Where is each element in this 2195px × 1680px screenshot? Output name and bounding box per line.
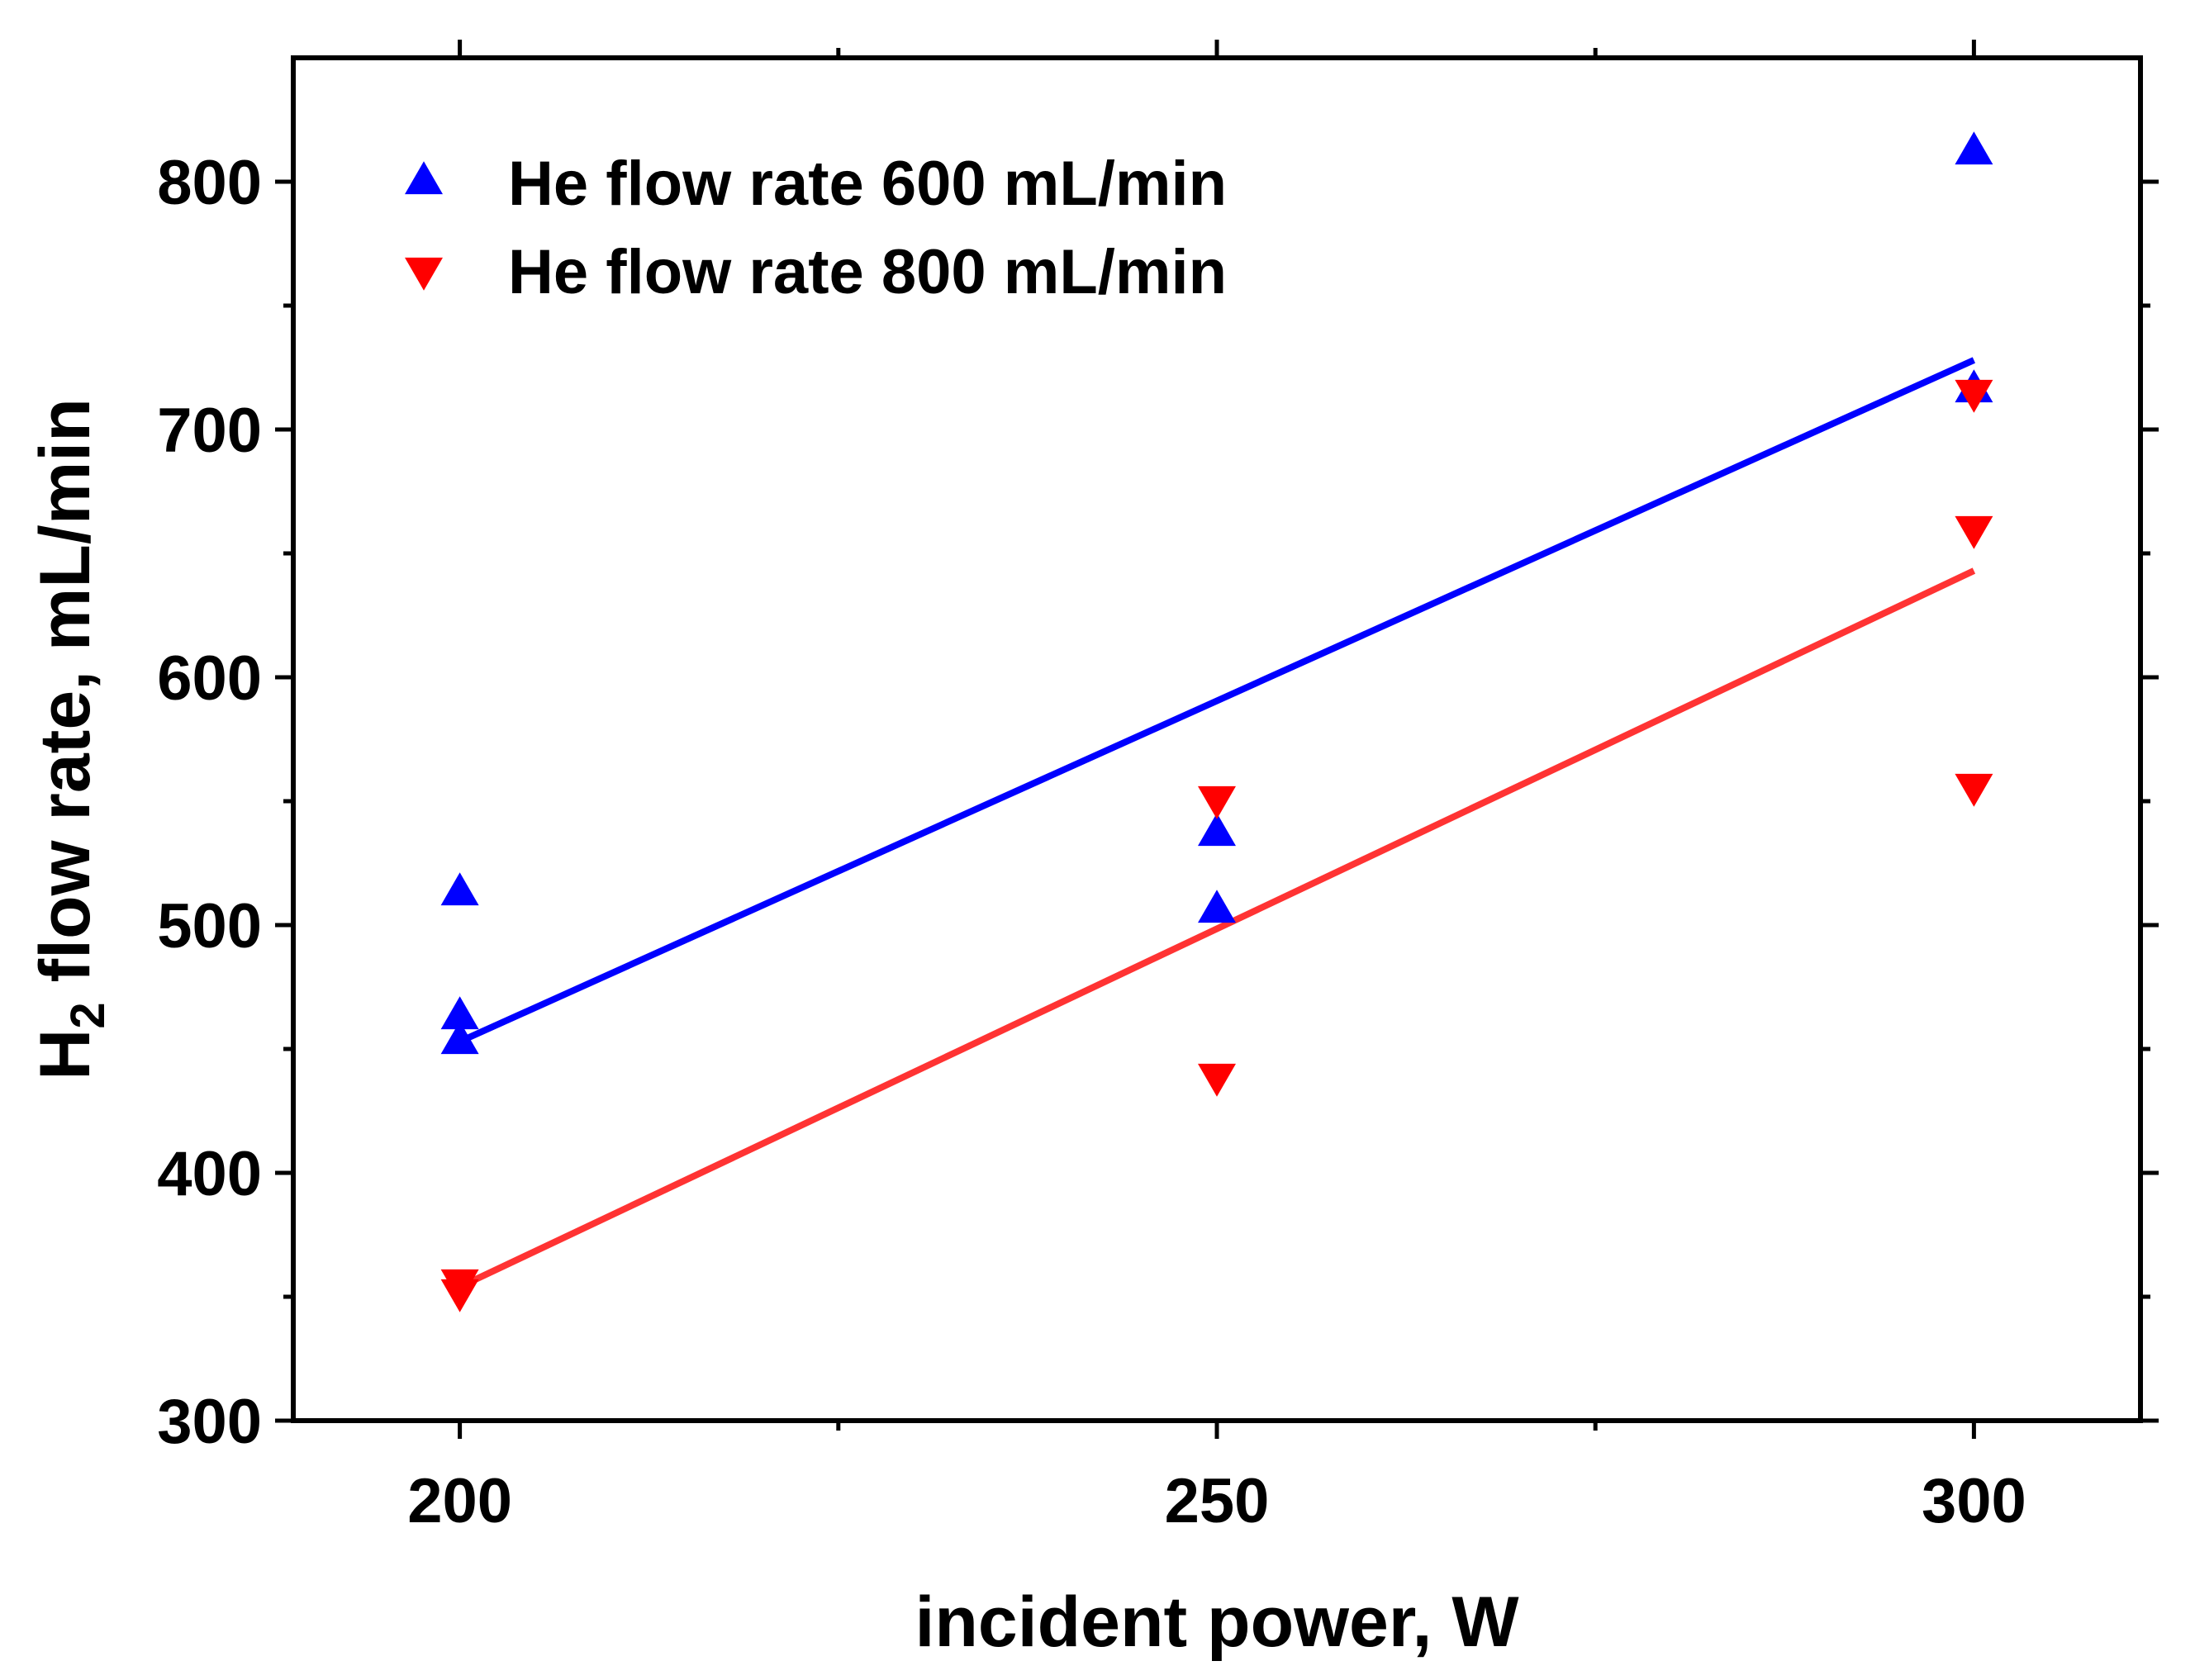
y-tick-label: 400 bbox=[157, 1139, 262, 1209]
legend-entry-series-1: He flow rate 600 mL/min bbox=[405, 149, 1227, 219]
y-tick-label: 700 bbox=[157, 396, 262, 466]
y-tick-label: 600 bbox=[157, 643, 262, 714]
fit-lines bbox=[458, 357, 1976, 1290]
y-axis-title: H2 flow rate, mL/min bbox=[26, 398, 115, 1080]
data-points bbox=[440, 131, 1993, 1312]
plot-frame bbox=[291, 55, 2143, 1423]
legend: He flow rate 600 mL/min He flow rate 800… bbox=[405, 149, 1227, 307]
data-point-series-2 bbox=[440, 1279, 479, 1312]
data-point-series-1 bbox=[1198, 890, 1236, 923]
x-tick-label: 200 bbox=[407, 1466, 512, 1536]
data-point-series-2 bbox=[1198, 1063, 1236, 1097]
legend-label-series-1: He flow rate 600 mL/min bbox=[508, 149, 1227, 219]
legend-label-series-2: He flow rate 800 mL/min bbox=[508, 237, 1227, 307]
data-point-series-1 bbox=[440, 996, 479, 1030]
data-point-series-2 bbox=[1955, 515, 1993, 549]
data-point-series-1 bbox=[440, 1021, 479, 1055]
data-point-series-2 bbox=[1955, 773, 1993, 807]
fit-line-series-2 bbox=[458, 567, 1976, 1290]
x-tick-label: 300 bbox=[1922, 1466, 2026, 1536]
x-tick-label: 250 bbox=[1165, 1466, 1270, 1536]
y-tick-label: 800 bbox=[157, 148, 262, 218]
x-axis-title: incident power, W bbox=[915, 1583, 1519, 1662]
data-point-series-2 bbox=[1955, 379, 1993, 413]
legend-marker-series-1 bbox=[405, 161, 443, 195]
legend-marker-series-2 bbox=[405, 257, 443, 291]
data-point-series-2 bbox=[1198, 785, 1236, 819]
data-point-series-1 bbox=[440, 872, 479, 906]
data-point-series-1 bbox=[1198, 813, 1236, 847]
data-point-series-1 bbox=[1955, 131, 1993, 165]
y-tick-label: 500 bbox=[157, 891, 262, 961]
ticks-layer: 200 250 300 300 400 500 600 700 800 bbox=[157, 40, 2159, 1536]
legend-entry-series-2: He flow rate 800 mL/min bbox=[405, 237, 1227, 307]
y-tick-label: 300 bbox=[157, 1387, 262, 1457]
fit-line-series-1 bbox=[458, 357, 1976, 1045]
